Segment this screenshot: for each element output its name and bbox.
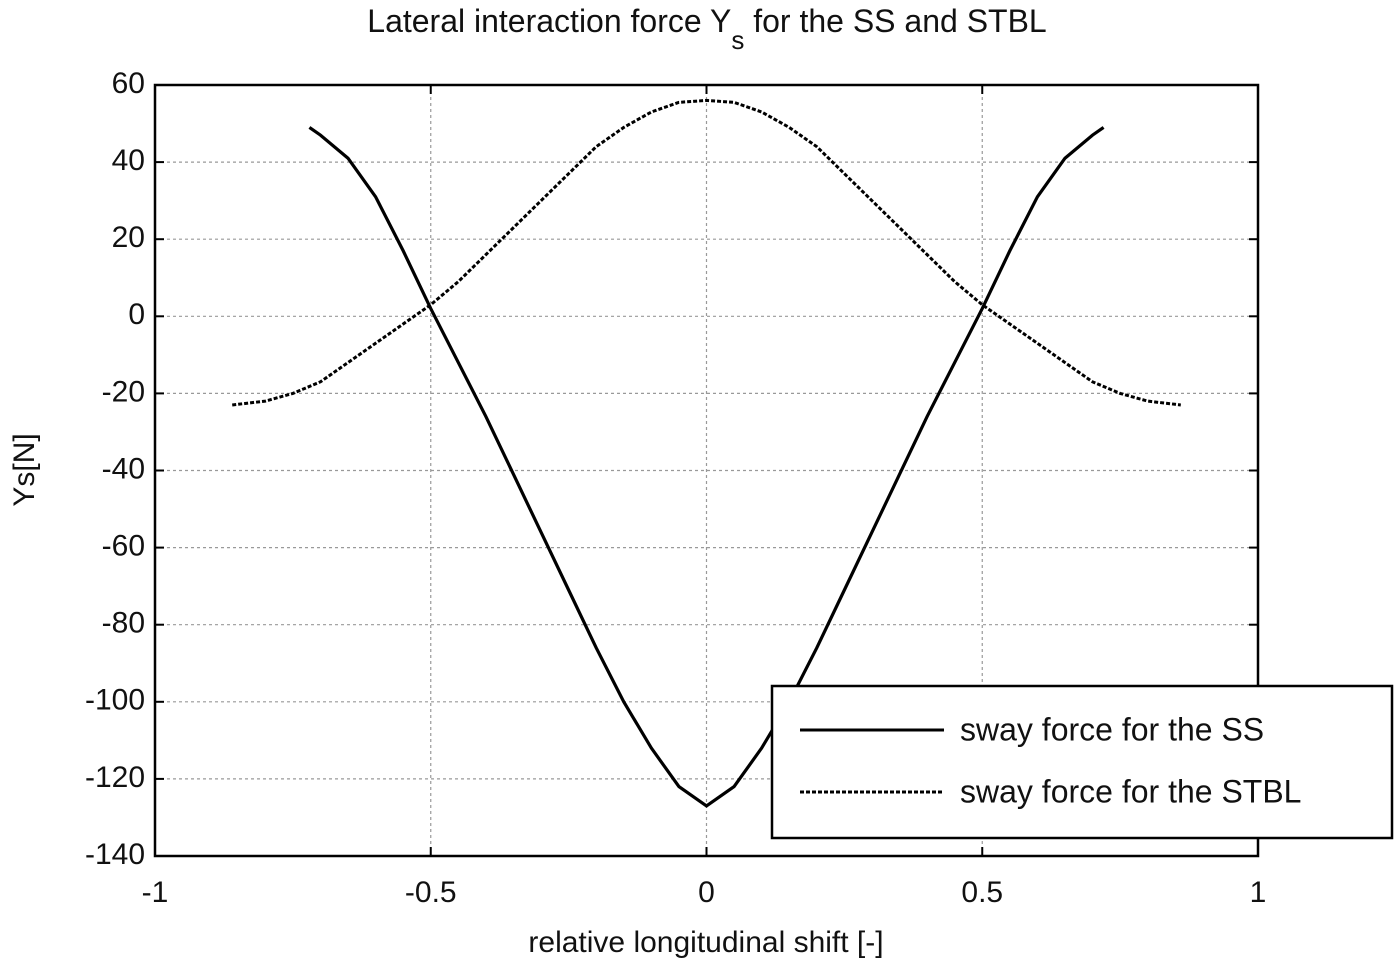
y-tick-label: 40 (112, 144, 145, 177)
title-text: Lateral interaction force Y (367, 3, 731, 39)
x-tick-label: -1 (142, 876, 169, 909)
legend: sway force for the SS sway force for the … (770, 684, 1394, 840)
data-line (308, 126, 1105, 808)
x-tick-label: 0.5 (961, 876, 1003, 909)
data-line (232, 98, 1181, 407)
y-tick-label: -60 (102, 530, 145, 563)
legend-box (770, 684, 1394, 840)
y-axis-label: Ys[N] (8, 433, 41, 506)
x-tick-label: 1 (1250, 876, 1267, 909)
y-tick-label: -140 (85, 838, 145, 871)
y-tick-label: -40 (102, 452, 145, 485)
y-tick-label: 0 (128, 298, 145, 331)
y-tick-label: 20 (112, 221, 145, 254)
x-tick-label: -0.5 (405, 876, 457, 909)
title-text: for the SS and STBL (744, 3, 1046, 39)
y-tick-label: -120 (85, 761, 145, 794)
legend-label: sway force for the SS (960, 711, 1264, 747)
legend-label: sway force for the STBL (960, 773, 1301, 809)
y-tick-label: -20 (102, 375, 145, 408)
chart-title: Lateral interaction force Ys for the SS … (367, 3, 1046, 54)
x-tick-label: 0 (698, 876, 715, 909)
x-axis-label: relative longitudinal shift [-] (528, 926, 883, 959)
y-tick-label: -80 (102, 607, 145, 640)
title-subscript: s (731, 25, 744, 55)
plot-frame (153, 83, 1260, 858)
y-tick-label: -100 (85, 684, 145, 717)
y-tick-label: 60 (112, 67, 145, 100)
